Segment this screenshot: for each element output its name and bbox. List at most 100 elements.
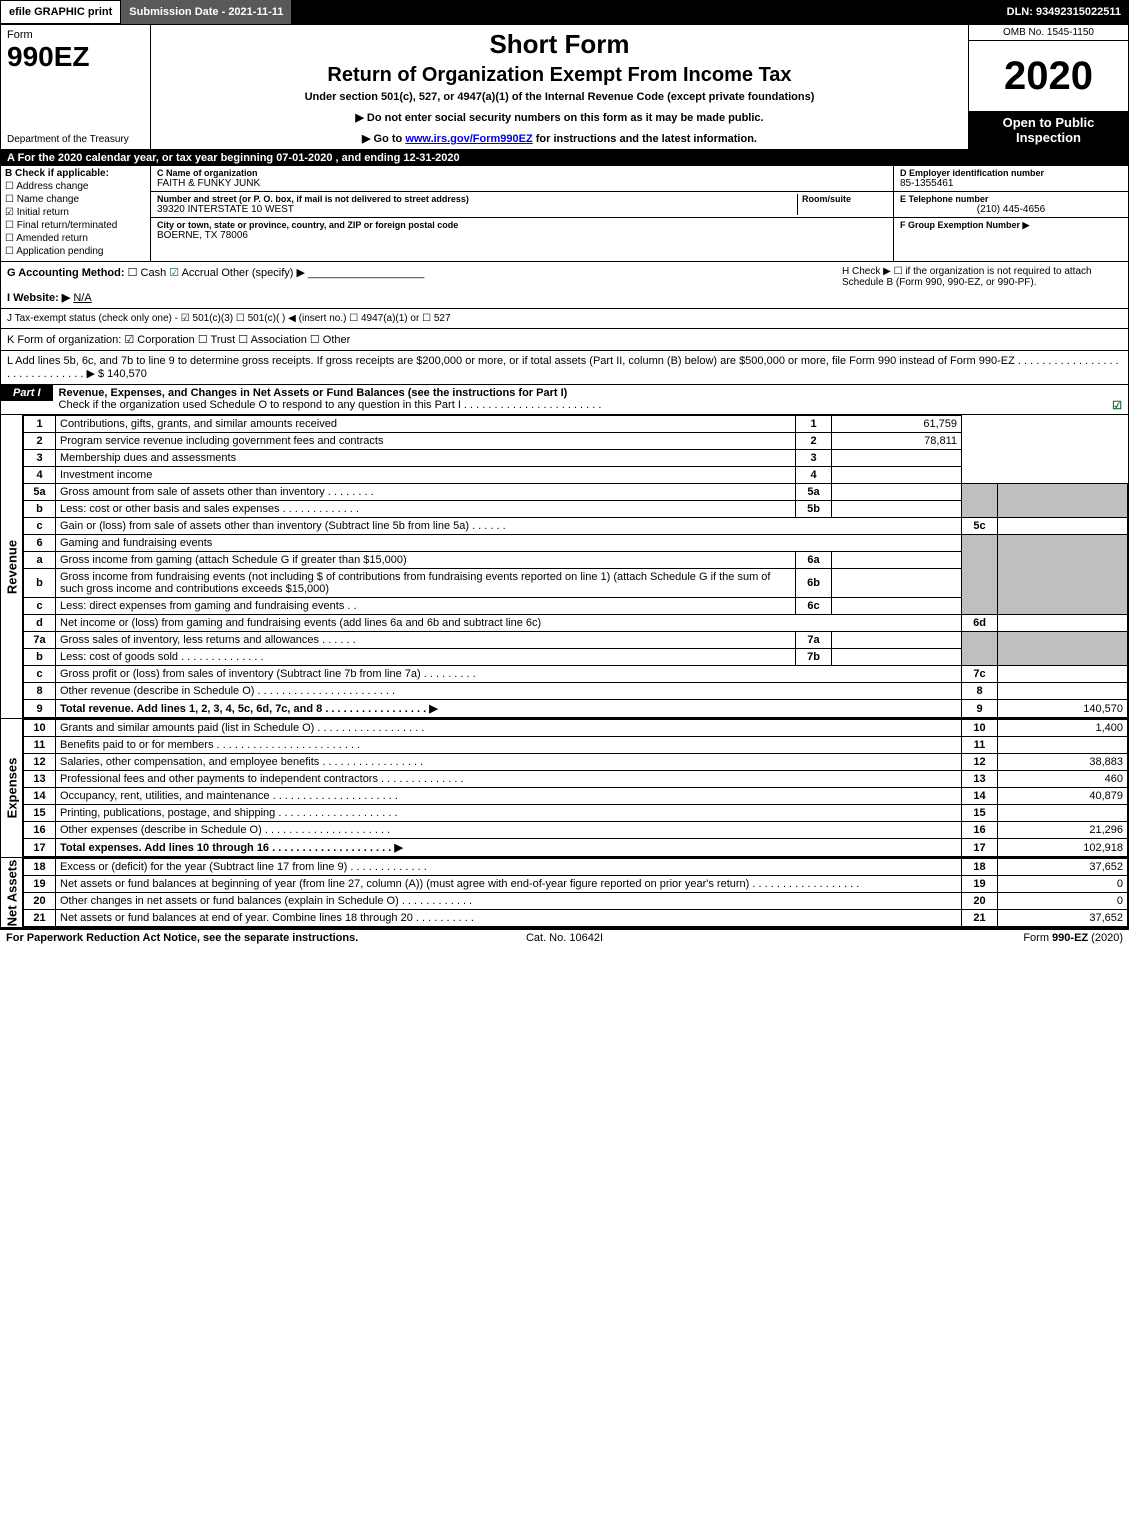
line-6: 6Gaming and fundraising events xyxy=(24,535,1128,552)
line-5a: 5aGross amount from sale of assets other… xyxy=(24,484,1128,501)
line-20: 20Other changes in net assets or fund ba… xyxy=(24,893,1128,910)
j-tax-exempt: J Tax-exempt status (check only one) - ☑… xyxy=(1,309,1128,329)
l-text: L Add lines 5b, 6c, and 7b to line 9 to … xyxy=(7,355,1119,380)
line-15: 15Printing, publications, postage, and s… xyxy=(24,805,1128,822)
form-number: 990EZ xyxy=(7,41,144,73)
part1-header-row: Part I Revenue, Expenses, and Changes in… xyxy=(1,385,1128,415)
line-10: 10Grants and similar amounts paid (list … xyxy=(24,720,1128,737)
org-name: FAITH & FUNKY JUNK xyxy=(157,178,887,189)
revenue-section: Revenue 1Contributions, gifts, grants, a… xyxy=(1,415,1128,719)
f-label: F Group Exemption Number ▶ xyxy=(900,220,1122,231)
l-value: $ 140,570 xyxy=(98,368,147,380)
form-header: Form 990EZ Department of the Treasury Sh… xyxy=(1,25,1128,150)
expenses-table: 10Grants and similar amounts paid (list … xyxy=(23,719,1128,857)
open-to-public: Open to Public Inspection xyxy=(969,111,1128,149)
section-b-label: B Check if applicable: xyxy=(5,168,146,179)
revenue-label: Revenue xyxy=(1,415,23,718)
website-value: N/A xyxy=(73,292,91,304)
revenue-table: 1Contributions, gifts, grants, and simil… xyxy=(23,415,1128,718)
check-if-applicable: B Check if applicable: Address change Na… xyxy=(1,166,151,261)
ein-row: D Employer identification number 85-1355… xyxy=(894,166,1128,192)
net-assets-section: Net Assets 18Excess or (deficit) for the… xyxy=(1,858,1128,929)
i-label: I Website: ▶ xyxy=(7,292,70,304)
l-gross-receipts: L Add lines 5b, 6c, and 7b to line 9 to … xyxy=(1,351,1128,385)
irs-link[interactable]: www.irs.gov/Form990EZ xyxy=(405,133,532,145)
footer-left: For Paperwork Reduction Act Notice, see … xyxy=(6,932,378,944)
top-spacer xyxy=(291,0,998,24)
line-1: 1Contributions, gifts, grants, and simil… xyxy=(24,416,1128,433)
chk-final-return[interactable]: Final return/terminated xyxy=(5,220,146,231)
chk-cash[interactable]: Cash xyxy=(128,267,167,279)
chk-application-pending[interactable]: Application pending xyxy=(5,246,146,257)
org-name-row: C Name of organization FAITH & FUNKY JUN… xyxy=(151,166,893,192)
title-under: Under section 501(c), 527, or 4947(a)(1)… xyxy=(157,91,962,103)
footer-cat-no: Cat. No. 10642I xyxy=(378,932,750,944)
goto-link[interactable]: ▶ Go to www.irs.gov/Form990EZ for instru… xyxy=(157,132,962,145)
line-4: 4Investment income4 xyxy=(24,467,1128,484)
efile-print-button[interactable]: efile GRAPHIC print xyxy=(0,0,121,24)
dln: DLN: 93492315022511 xyxy=(999,0,1129,24)
line-5c: cGain or (loss) from sale of assets othe… xyxy=(24,518,1128,535)
header-right: OMB No. 1545-1150 2020 Open to Public In… xyxy=(968,25,1128,149)
g-other: Other (specify) ▶ xyxy=(221,267,305,279)
org-info: C Name of organization FAITH & FUNKY JUN… xyxy=(151,166,893,261)
line-21: 21Net assets or fund balances at end of … xyxy=(24,910,1128,927)
line-12: 12Salaries, other compensation, and empl… xyxy=(24,754,1128,771)
org-address: 39320 INTERSTATE 10 WEST xyxy=(157,204,797,215)
line-13: 13Professional fees and other payments t… xyxy=(24,771,1128,788)
info-right: D Employer identification number 85-1355… xyxy=(893,166,1128,261)
ssn-warning: ▶ Do not enter social security numbers o… xyxy=(157,111,962,124)
form-label: Form xyxy=(7,29,144,41)
tax-period-bar: A For the 2020 calendar year, or tax yea… xyxy=(1,150,1128,166)
h-schedule-b: H Check ▶ ☐ if the organization is not r… xyxy=(842,266,1122,304)
line-11: 11Benefits paid to or for members . . . … xyxy=(24,737,1128,754)
line-3: 3Membership dues and assessments3 xyxy=(24,450,1128,467)
line-8: 8Other revenue (describe in Schedule O) … xyxy=(24,683,1128,700)
phone-value: (210) 445-4656 xyxy=(900,204,1122,215)
org-city: BOERNE, TX 78006 xyxy=(157,230,887,241)
line-17: 17Total expenses. Add lines 10 through 1… xyxy=(24,839,1128,857)
line-14: 14Occupancy, rent, utilities, and mainte… xyxy=(24,788,1128,805)
expenses-section: Expenses 10Grants and similar amounts pa… xyxy=(1,719,1128,858)
group-exemption-row: F Group Exemption Number ▶ xyxy=(894,218,1128,261)
header-left: Form 990EZ Department of the Treasury xyxy=(1,25,151,149)
net-assets-label: Net Assets xyxy=(1,858,23,927)
chk-name-change[interactable]: Name change xyxy=(5,194,146,205)
ein-value: 85-1355461 xyxy=(900,178,1122,189)
line-7a: 7aGross sales of inventory, less returns… xyxy=(24,632,1128,649)
info-grid: B Check if applicable: Address change Na… xyxy=(1,166,1128,262)
treasury-dept: Department of the Treasury xyxy=(7,134,144,145)
expenses-label: Expenses xyxy=(1,719,23,857)
chk-address-change[interactable]: Address change xyxy=(5,181,146,192)
title-main: Return of Organization Exempt From Incom… xyxy=(157,64,962,87)
d-label: D Employer identification number xyxy=(900,168,1122,178)
org-address-row: Number and street (or P. O. box, if mail… xyxy=(151,192,893,218)
part1-title: Revenue, Expenses, and Changes in Net As… xyxy=(59,387,568,399)
city-label: City or town, state or province, country… xyxy=(157,220,887,230)
net-assets-table: 18Excess or (deficit) for the year (Subt… xyxy=(23,858,1128,927)
chk-amended-return[interactable]: Amended return xyxy=(5,233,146,244)
g-label: G Accounting Method: xyxy=(7,267,125,279)
line-6d: dNet income or (loss) from gaming and fu… xyxy=(24,615,1128,632)
top-bar: efile GRAPHIC print Submission Date - 20… xyxy=(0,0,1129,24)
org-city-row: City or town, state or province, country… xyxy=(151,218,893,243)
footer-right: Form 990-EZ (2020) xyxy=(751,932,1123,944)
chk-initial-return[interactable]: Initial return xyxy=(5,207,146,218)
omb-number: OMB No. 1545-1150 xyxy=(969,25,1128,41)
line-2: 2Program service revenue including gover… xyxy=(24,433,1128,450)
part1-badge: Part I xyxy=(1,385,53,401)
submission-date: Submission Date - 2021-11-11 xyxy=(121,0,291,24)
addr-label: Number and street (or P. O. box, if mail… xyxy=(157,194,797,204)
g-accounting: G Accounting Method: Cash Accrual Other … xyxy=(7,266,842,304)
part1-schedule-o-check[interactable]: ☑ xyxy=(1112,399,1122,412)
phone-row: E Telephone number (210) 445-4656 xyxy=(894,192,1128,218)
tax-year: 2020 xyxy=(969,41,1128,111)
form-990ez: Form 990EZ Department of the Treasury Sh… xyxy=(0,24,1129,930)
e-label: E Telephone number xyxy=(900,194,1122,204)
line-18: 18Excess or (deficit) for the year (Subt… xyxy=(24,859,1128,876)
room-label: Room/suite xyxy=(802,194,887,204)
line-16: 16Other expenses (describe in Schedule O… xyxy=(24,822,1128,839)
line-7c: cGross profit or (loss) from sales of in… xyxy=(24,666,1128,683)
part1-schedule-o-text: Check if the organization used Schedule … xyxy=(59,399,602,411)
chk-accrual[interactable]: Accrual xyxy=(169,267,218,279)
